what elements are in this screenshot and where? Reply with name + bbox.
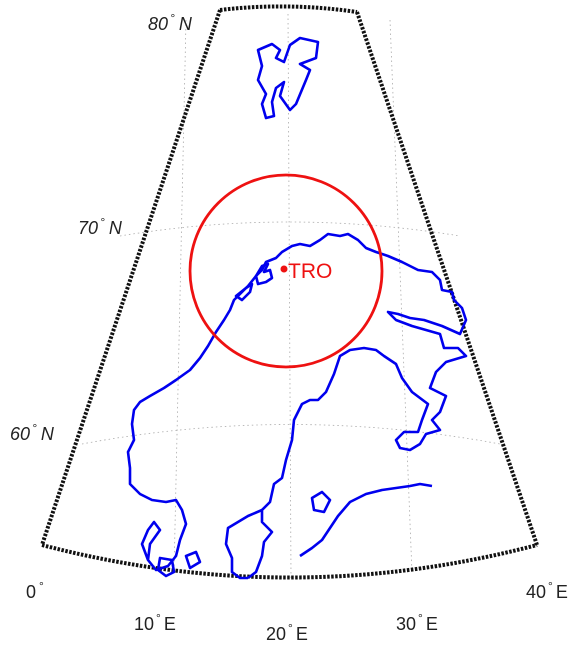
frame-left [40, 9, 222, 546]
lat-label-80: 80 ° N [148, 11, 193, 34]
frame-bottom [41, 543, 538, 580]
lat-labels: 80 ° N 70 ° N 60 ° N [10, 11, 193, 444]
coast-scandinavia [246, 232, 468, 580]
coast-sweden-south [224, 508, 263, 580]
lon-label-30: 30 ° E [396, 611, 438, 634]
meridian-30E [389, 19, 413, 574]
coast-island-baltic [184, 550, 202, 570]
lon-label-10: 10 ° E [134, 611, 176, 634]
parallel-70N [119, 221, 461, 237]
coast-denmark [156, 556, 176, 578]
frame-right [355, 11, 539, 546]
lat-label-60: 60 ° N [10, 421, 55, 444]
coast-svalbard [256, 36, 320, 120]
coast-baltic-island [310, 490, 332, 514]
meridian-20E [287, 13, 292, 579]
coverage-circle [188, 173, 384, 369]
coast-baltic-east [299, 482, 433, 558]
graticule [81, 13, 501, 579]
lon-label-0: 0 ° [26, 579, 44, 602]
station-label: TRO [288, 260, 332, 283]
lat-label-70: 70 ° N [78, 215, 123, 238]
lon-labels: 0 ° 10 ° E 20 ° E 30 ° E 40 ° E [26, 579, 568, 644]
lon-label-40: 40 ° E [526, 579, 568, 602]
frame-top [219, 4, 358, 14]
map-frame [40, 4, 539, 580]
coastlines [126, 36, 468, 580]
coast-tromso-fjords [254, 262, 274, 286]
station-marker[interactable] [280, 265, 288, 273]
coast-lofoten [234, 282, 254, 302]
coast-norway-west [126, 285, 249, 572]
lon-label-20: 20 ° E [266, 621, 308, 644]
meridian-10E [173, 19, 187, 574]
